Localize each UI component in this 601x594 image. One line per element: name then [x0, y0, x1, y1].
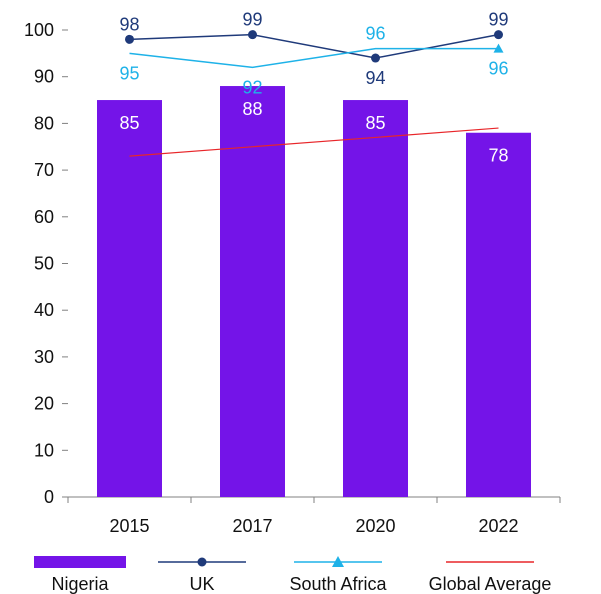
line-south-africa: [129, 47, 499, 69]
y-tick-label-20: 20: [34, 394, 54, 414]
y-tick-label-90: 90: [34, 67, 54, 87]
line-global-average: [129, 127, 499, 157]
line-series: [125, 30, 504, 157]
line-uk: [129, 33, 499, 59]
legend-marker-south-africa: [332, 556, 344, 567]
label-south-africa-2020: 96: [365, 24, 385, 44]
x-tick-label-2017: 2017: [232, 516, 272, 536]
bar-series-nigeria: [97, 86, 531, 498]
label-south-africa-2017: 92: [242, 77, 262, 97]
bar-2015: [97, 100, 162, 498]
legend-label-nigeria: Nigeria: [51, 574, 109, 594]
point-uk-2020: [371, 53, 380, 63]
x-tick-label-2020: 2020: [355, 516, 395, 536]
legend-swatch-nigeria: [34, 556, 126, 568]
label-south-africa-2015: 95: [119, 63, 139, 83]
point-uk-2017: [248, 30, 257, 40]
y-axis: 0 10 20 30 40 50 60 70 80 90 100: [24, 20, 68, 507]
legend: Nigeria UK South Africa Global Average: [34, 556, 551, 594]
label-uk-2017: 99: [242, 10, 262, 30]
point-south-africa-2022: [493, 43, 504, 53]
bar-2020: [343, 100, 408, 498]
x-tick-label-2015: 2015: [109, 516, 149, 536]
y-tick-label-40: 40: [34, 300, 54, 320]
y-tick-label-50: 50: [34, 254, 54, 274]
y-tick-label-100: 100: [24, 20, 54, 40]
point-uk-2015: [125, 34, 134, 44]
label-uk-2015: 98: [119, 14, 139, 34]
legend-label-uk: UK: [189, 574, 214, 594]
y-tick-label-80: 80: [34, 113, 54, 133]
bar-label-2022: 78: [488, 146, 508, 166]
bar-label-2015: 85: [119, 113, 139, 133]
legend-marker-uk: [197, 557, 207, 567]
label-uk-2020: 94: [365, 68, 385, 88]
point-uk-2022: [494, 30, 503, 40]
y-tick-label-0: 0: [44, 487, 54, 507]
x-axis: 2015 2017 2020 2022: [67, 496, 561, 536]
y-tick-label-10: 10: [34, 440, 54, 460]
bar-2022: [466, 132, 531, 498]
legend-label-south-africa: South Africa: [289, 574, 387, 594]
x-tick-label-2022: 2022: [478, 516, 518, 536]
y-tick-label-60: 60: [34, 207, 54, 227]
label-uk-2022: 99: [488, 10, 508, 30]
legend-label-global-average: Global Average: [429, 574, 552, 594]
y-tick-label-30: 30: [34, 347, 54, 367]
data-labels: 85 88 85 78 98 99 94 99 95 92 96 96: [119, 10, 508, 166]
bar-label-2020: 85: [365, 113, 385, 133]
label-south-africa-2022: 96: [488, 59, 508, 79]
bar-2017: [220, 86, 285, 497]
bar-label-2017: 88: [242, 99, 262, 119]
y-tick-label-70: 70: [34, 160, 54, 180]
